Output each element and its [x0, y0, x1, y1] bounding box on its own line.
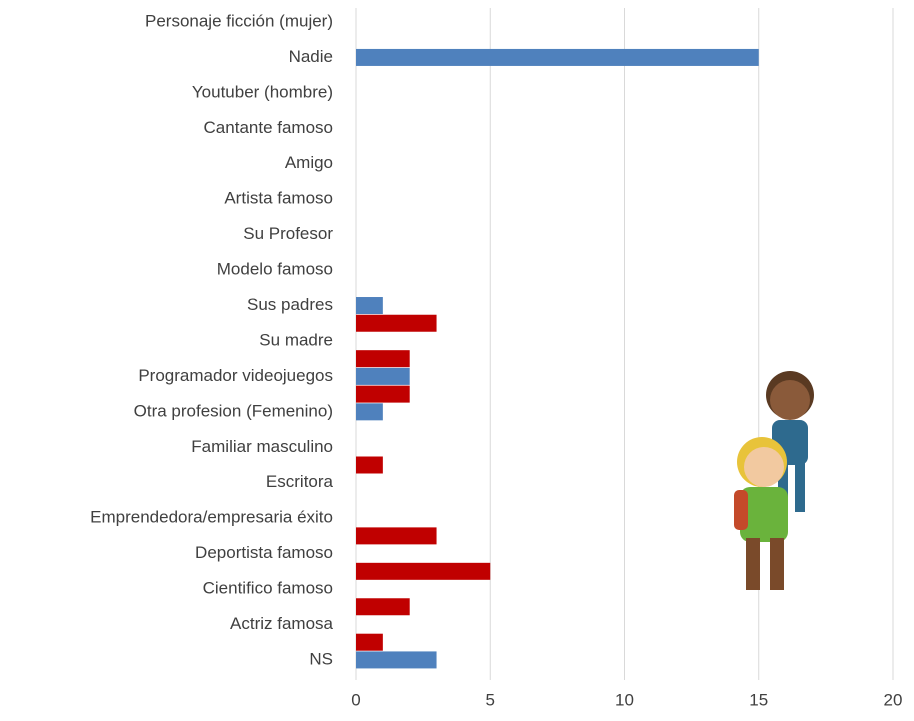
- y-tick-label: NS: [309, 649, 333, 668]
- y-tick-label: Youtuber (hombre): [192, 82, 333, 101]
- bar: [356, 403, 383, 421]
- y-tick-label: Cientifico famoso: [203, 579, 333, 598]
- y-tick-label: Programador videojuegos: [138, 366, 333, 385]
- y-tick-label: Actriz famosa: [230, 614, 334, 633]
- y-tick-label: Otra profesion (Femenino): [134, 401, 333, 420]
- bar: [356, 456, 383, 474]
- x-tick-label: 10: [615, 690, 634, 709]
- y-tick-label: Amigo: [285, 153, 333, 172]
- x-tick-label: 5: [486, 690, 495, 709]
- bar: [356, 367, 410, 385]
- y-tick-label: Artista famoso: [224, 189, 333, 208]
- bar: [356, 633, 383, 651]
- x-tick-label: 20: [884, 690, 903, 709]
- bar: [356, 314, 437, 332]
- y-tick-label: Su Profesor: [243, 224, 333, 243]
- bar: [356, 48, 759, 66]
- bar: [356, 598, 410, 616]
- illustration: [734, 371, 814, 590]
- x-tick-label: 0: [351, 690, 360, 709]
- y-tick-label: Familiar masculino: [191, 437, 333, 456]
- y-tick-label: Personaje ficción (mujer): [145, 11, 333, 30]
- bar: [356, 385, 410, 403]
- bar: [356, 562, 491, 580]
- y-tick-label: Sus padres: [247, 295, 333, 314]
- y-tick-label: Emprendedora/empresaria éxito: [90, 508, 333, 527]
- x-tick-label: 15: [749, 690, 768, 709]
- y-tick-label: Cantante famoso: [204, 118, 333, 137]
- bar: [356, 350, 410, 368]
- y-tick-label: Su madre: [259, 330, 333, 349]
- bar: [356, 527, 437, 545]
- y-tick-label: Escritora: [266, 472, 334, 491]
- bar: [356, 297, 383, 315]
- y-tick-label: Nadie: [289, 47, 333, 66]
- bar: [356, 651, 437, 669]
- y-tick-label: Deportista famoso: [195, 543, 333, 562]
- y-tick-label: Modelo famoso: [217, 260, 333, 279]
